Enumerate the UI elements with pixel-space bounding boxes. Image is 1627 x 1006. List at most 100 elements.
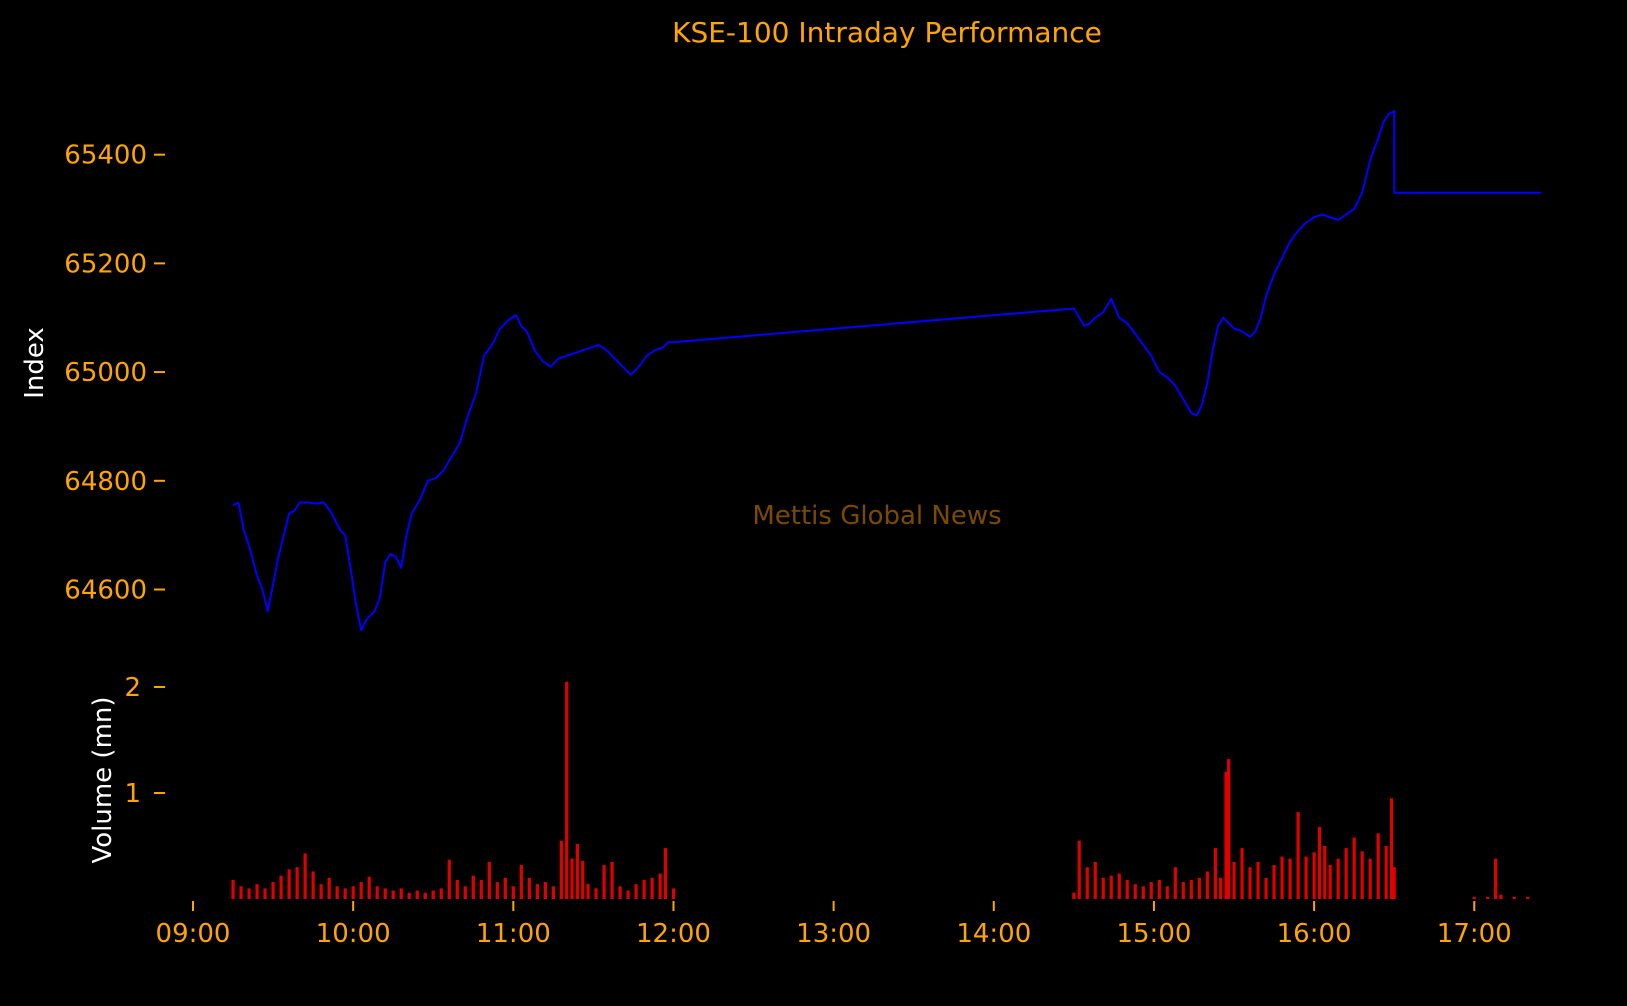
volume-bar — [1256, 861, 1260, 899]
volume-bar — [487, 861, 491, 899]
volume-bar — [1376, 833, 1380, 899]
volume-bar — [1165, 886, 1169, 899]
volume-bar — [471, 875, 475, 899]
volume-bar — [1101, 877, 1105, 899]
volume-bar — [586, 884, 590, 899]
volume-bar — [383, 888, 387, 899]
volume-bar — [1304, 856, 1308, 899]
volume-bar — [1494, 858, 1498, 899]
volume-bar — [1125, 879, 1129, 899]
volume-bar — [1512, 896, 1516, 899]
index-tick-label: 65200 — [64, 249, 147, 279]
volume-bar — [1149, 882, 1153, 899]
volume-bar — [1085, 867, 1089, 899]
volume-bar — [391, 890, 395, 899]
index-series — [232, 110, 1541, 632]
time-tick-label: 14:00 — [956, 919, 1031, 949]
volume-bar — [1173, 867, 1177, 899]
volume-bar — [375, 886, 379, 899]
volume-bar — [1093, 861, 1097, 899]
index-tick-label: 65400 — [64, 141, 147, 171]
volume-bar — [511, 886, 515, 899]
volume-bar — [1288, 858, 1292, 899]
volume-bar — [335, 886, 339, 899]
volume-bar — [327, 877, 331, 899]
volume-bar — [271, 882, 275, 899]
volume-bar — [431, 890, 435, 899]
volume-bar — [602, 865, 606, 899]
volume-bar — [1317, 826, 1322, 899]
volume-bar — [479, 879, 483, 899]
volume-bar — [1248, 867, 1252, 899]
volume-bar — [650, 877, 654, 899]
volume-bar — [255, 884, 259, 899]
volume-bar — [1280, 856, 1284, 899]
volume-bar — [367, 876, 371, 899]
volume-bar — [279, 875, 283, 899]
volume-bar — [1109, 875, 1113, 899]
chart-title: KSE-100 Intraday Performance — [672, 16, 1102, 49]
volume-bar — [1384, 846, 1388, 899]
volume-bars — [231, 681, 1530, 899]
volume-bar — [1323, 846, 1327, 899]
volume-bar — [1368, 858, 1372, 899]
volume-bar — [503, 877, 507, 899]
volume-bar — [1336, 858, 1340, 899]
volume-bar — [231, 879, 235, 899]
volume-bar — [535, 884, 539, 899]
volume-bar — [1205, 871, 1209, 899]
volume-bar — [1499, 894, 1503, 899]
time-tick-label: 09:00 — [156, 919, 231, 949]
watermark-text: Mettis Global News — [752, 501, 1001, 531]
volume-bar — [295, 867, 299, 899]
volume-bar — [399, 888, 403, 899]
volume-bar — [551, 886, 555, 899]
volume-bar — [658, 873, 662, 899]
volume-bar — [447, 859, 451, 899]
volume-bar — [495, 882, 499, 899]
volume-bar — [455, 879, 459, 899]
time-tick-label: 12:00 — [636, 919, 711, 949]
volume-y-axis: 12 — [124, 673, 165, 809]
time-tick-label: 15:00 — [1116, 919, 1191, 949]
volume-bar — [671, 888, 676, 899]
volume-bar — [559, 840, 563, 899]
time-tick-label: 13:00 — [796, 919, 871, 949]
volume-bar — [594, 888, 598, 899]
volume-bar — [575, 843, 579, 899]
volume-bar — [311, 871, 315, 899]
volume-bar — [439, 888, 443, 899]
volume-bar — [263, 888, 267, 899]
volume-bar — [239, 886, 243, 899]
time-tick-label: 16:00 — [1277, 919, 1352, 949]
time-tick-label: 10:00 — [316, 919, 391, 949]
volume-bar — [1312, 852, 1316, 899]
volume-bar — [1272, 865, 1276, 899]
volume-bar — [343, 888, 347, 899]
volume-bar — [663, 848, 668, 899]
volume-bar — [1117, 873, 1121, 899]
time-tick-label: 11:00 — [476, 919, 551, 949]
volume-bar — [610, 861, 614, 899]
volume-bar — [1486, 896, 1490, 899]
time-tick-label: 17:00 — [1437, 919, 1512, 949]
volume-bar — [247, 888, 251, 899]
volume-bar — [1181, 882, 1185, 899]
volume-bar — [570, 858, 574, 899]
volume-bar — [463, 886, 467, 899]
index-line — [232, 110, 1541, 632]
volume-bar — [1141, 886, 1145, 899]
volume-bar — [1344, 848, 1348, 899]
volume-bar — [1240, 848, 1244, 899]
volume-bar — [1360, 851, 1364, 899]
volume-bar — [1392, 867, 1396, 899]
index-tick-label: 64600 — [64, 576, 147, 606]
volume-bar — [634, 884, 638, 899]
volume-bar — [319, 884, 323, 899]
volume-bar — [303, 853, 307, 899]
volume-bar — [1197, 877, 1201, 899]
volume-bar — [1213, 848, 1217, 899]
volume-bar — [407, 892, 411, 899]
